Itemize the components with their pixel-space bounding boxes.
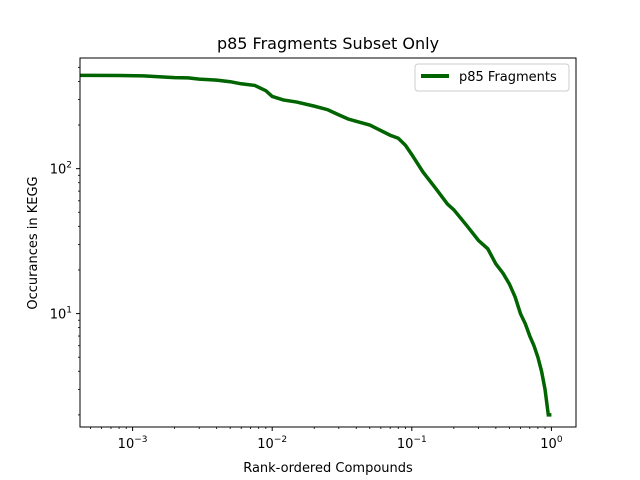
y-tick-label: 102 xyxy=(50,161,72,178)
legend: p85 Fragments xyxy=(414,63,570,92)
y-tick-label: 101 xyxy=(50,306,72,323)
y-axis-label: Occurances in KEGG xyxy=(26,176,41,309)
plot-frame xyxy=(79,57,577,428)
x-tick-label: 100 xyxy=(540,435,563,452)
x-tick-label: 10−1 xyxy=(397,435,427,452)
series-line-0 xyxy=(80,73,552,417)
legend-box xyxy=(414,63,570,92)
x-tick-label: 10−2 xyxy=(257,435,287,452)
chart-title: p85 Fragments Subset Only xyxy=(217,34,439,53)
x-axis-label: Rank-ordered Compounds xyxy=(243,461,413,476)
x-tick-label: 10−3 xyxy=(118,435,148,452)
legend-label: p85 Fragments xyxy=(459,70,557,85)
